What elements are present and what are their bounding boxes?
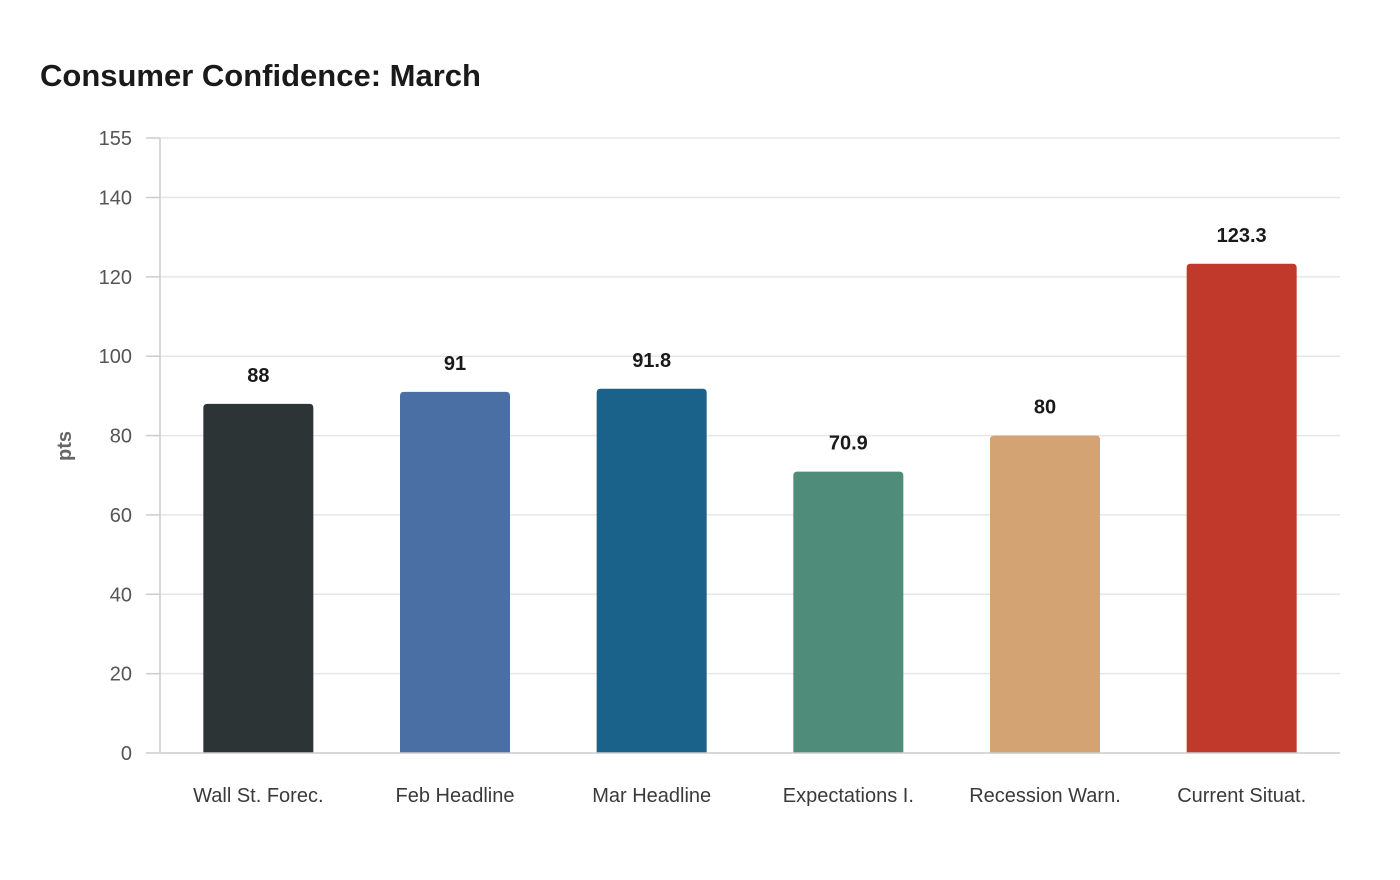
y-tick-label: 155 [99, 128, 132, 150]
x-tick-label: Wall St. Forec. [193, 785, 323, 807]
bar-2 [400, 391, 510, 753]
bar-1 [203, 403, 314, 753]
bars [203, 263, 1297, 753]
y-tick-label: 20 [110, 664, 132, 686]
bar-value-label: 91 [444, 353, 466, 375]
x-tick-label: Expectations I. [783, 785, 914, 807]
y-tick-label: 40 [110, 584, 132, 606]
bar-value-label: 70.9 [829, 433, 868, 455]
bar-3 [596, 388, 707, 753]
x-tick-label: Feb Headline [396, 785, 515, 807]
x-tick-label: Current Situat. [1177, 785, 1306, 807]
y-tick-label: 120 [99, 267, 132, 289]
bar-value-label: 123.3 [1217, 225, 1267, 247]
bar-5 [990, 435, 1100, 753]
x-tick-label: Recession Warn. [969, 785, 1121, 807]
bar-value-label: 91.8 [632, 350, 671, 372]
chart-title: Consumer Confidence: March [40, 58, 481, 93]
grid-lines [160, 137, 1340, 675]
bar-value-label: 88 [247, 365, 269, 387]
labels: 0 20 40 60 80 100 120 140 155 pts 88 Wall St. Forec… [54, 128, 1306, 807]
x-tick-label: Mar Headline [592, 785, 711, 807]
y-tick-label: 60 [110, 505, 132, 527]
y-tick-label: 100 [99, 346, 132, 368]
axes [146, 137, 1340, 754]
bar-6 [1186, 263, 1297, 753]
y-tick-label: 0 [121, 743, 132, 765]
bar-4 [793, 471, 904, 753]
bar-value-label: 80 [1034, 397, 1056, 419]
y-tick-label: 140 [99, 188, 132, 210]
y-tick-label: 80 [110, 426, 132, 448]
y-axis-title: pts [54, 431, 76, 461]
